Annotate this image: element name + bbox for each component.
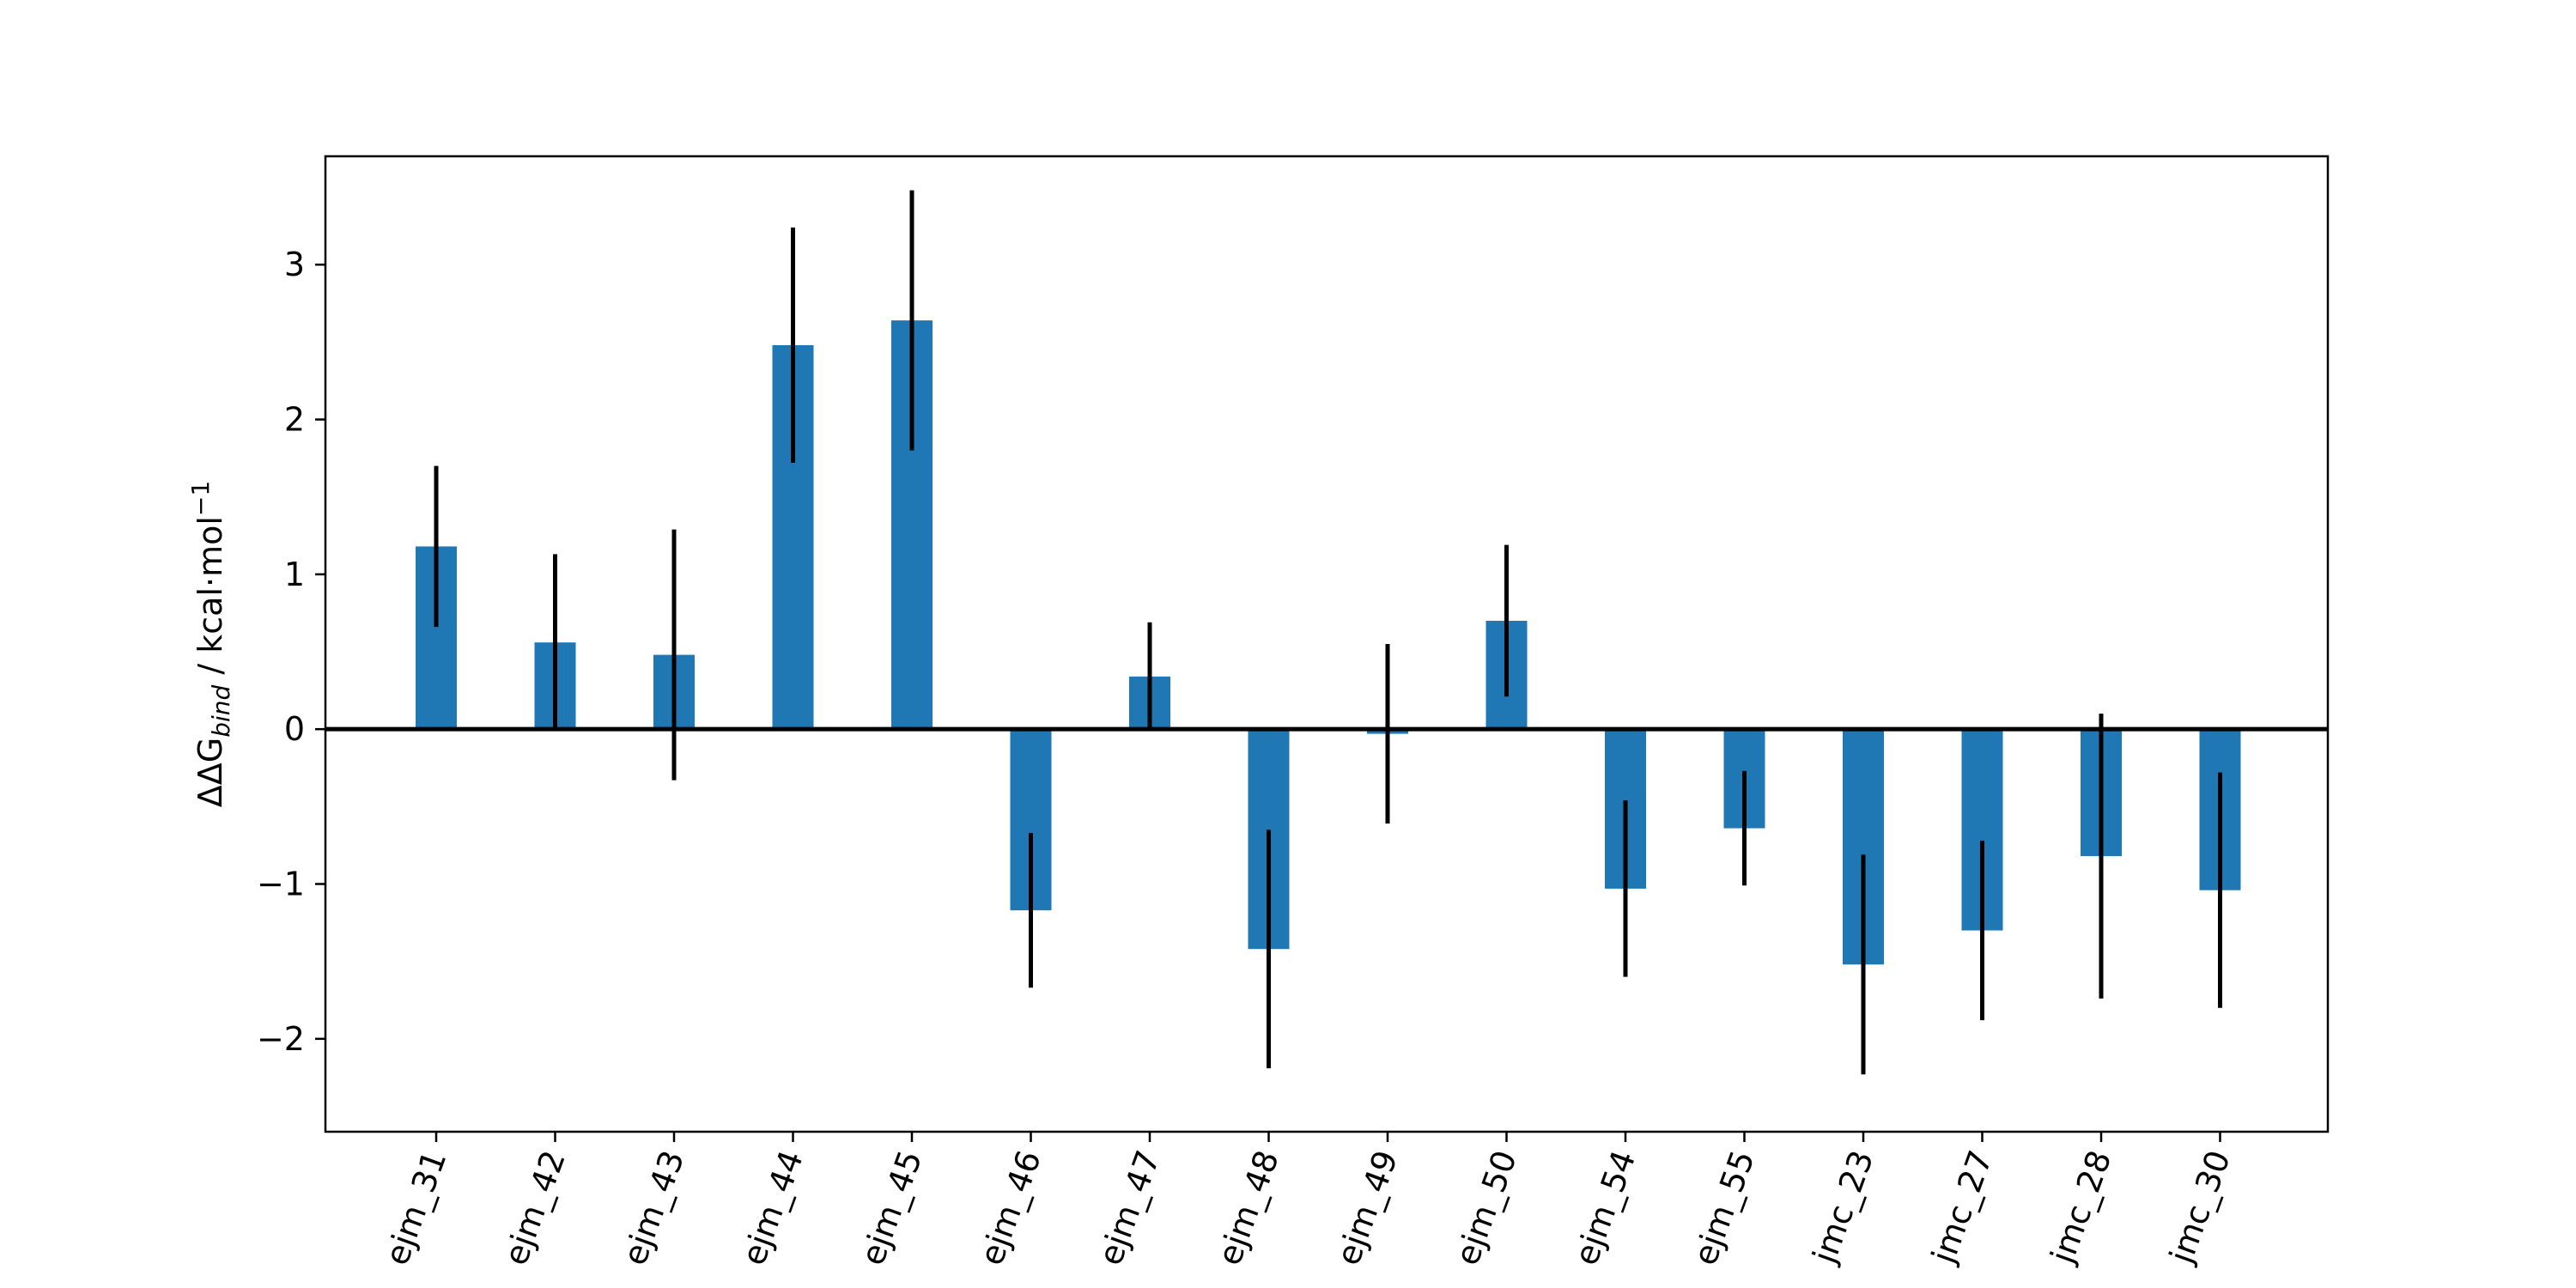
y-axis-label: ΔΔGbind / kcal·mol−1 (186, 481, 235, 807)
y-tick-label: 1 (284, 556, 305, 593)
y-axis-label-unit: / kcal·mol (191, 516, 229, 685)
y-tick-label: −1 (257, 865, 305, 902)
y-tick-label: 3 (284, 246, 305, 283)
y-tick-label: −2 (257, 1020, 305, 1058)
plot-area (325, 190, 2328, 1075)
y-tick-label: 2 (284, 401, 305, 439)
y-tick-label: 0 (284, 710, 305, 748)
y-axis: −2 −1 0 1 2 3 (257, 246, 325, 1058)
y-axis-label-subscript: bind (207, 684, 235, 737)
y-axis-label-prefix: ΔΔG (191, 738, 229, 807)
axes-frame (324, 155, 2330, 1133)
y-axis-label-superscript: −1 (186, 481, 215, 516)
